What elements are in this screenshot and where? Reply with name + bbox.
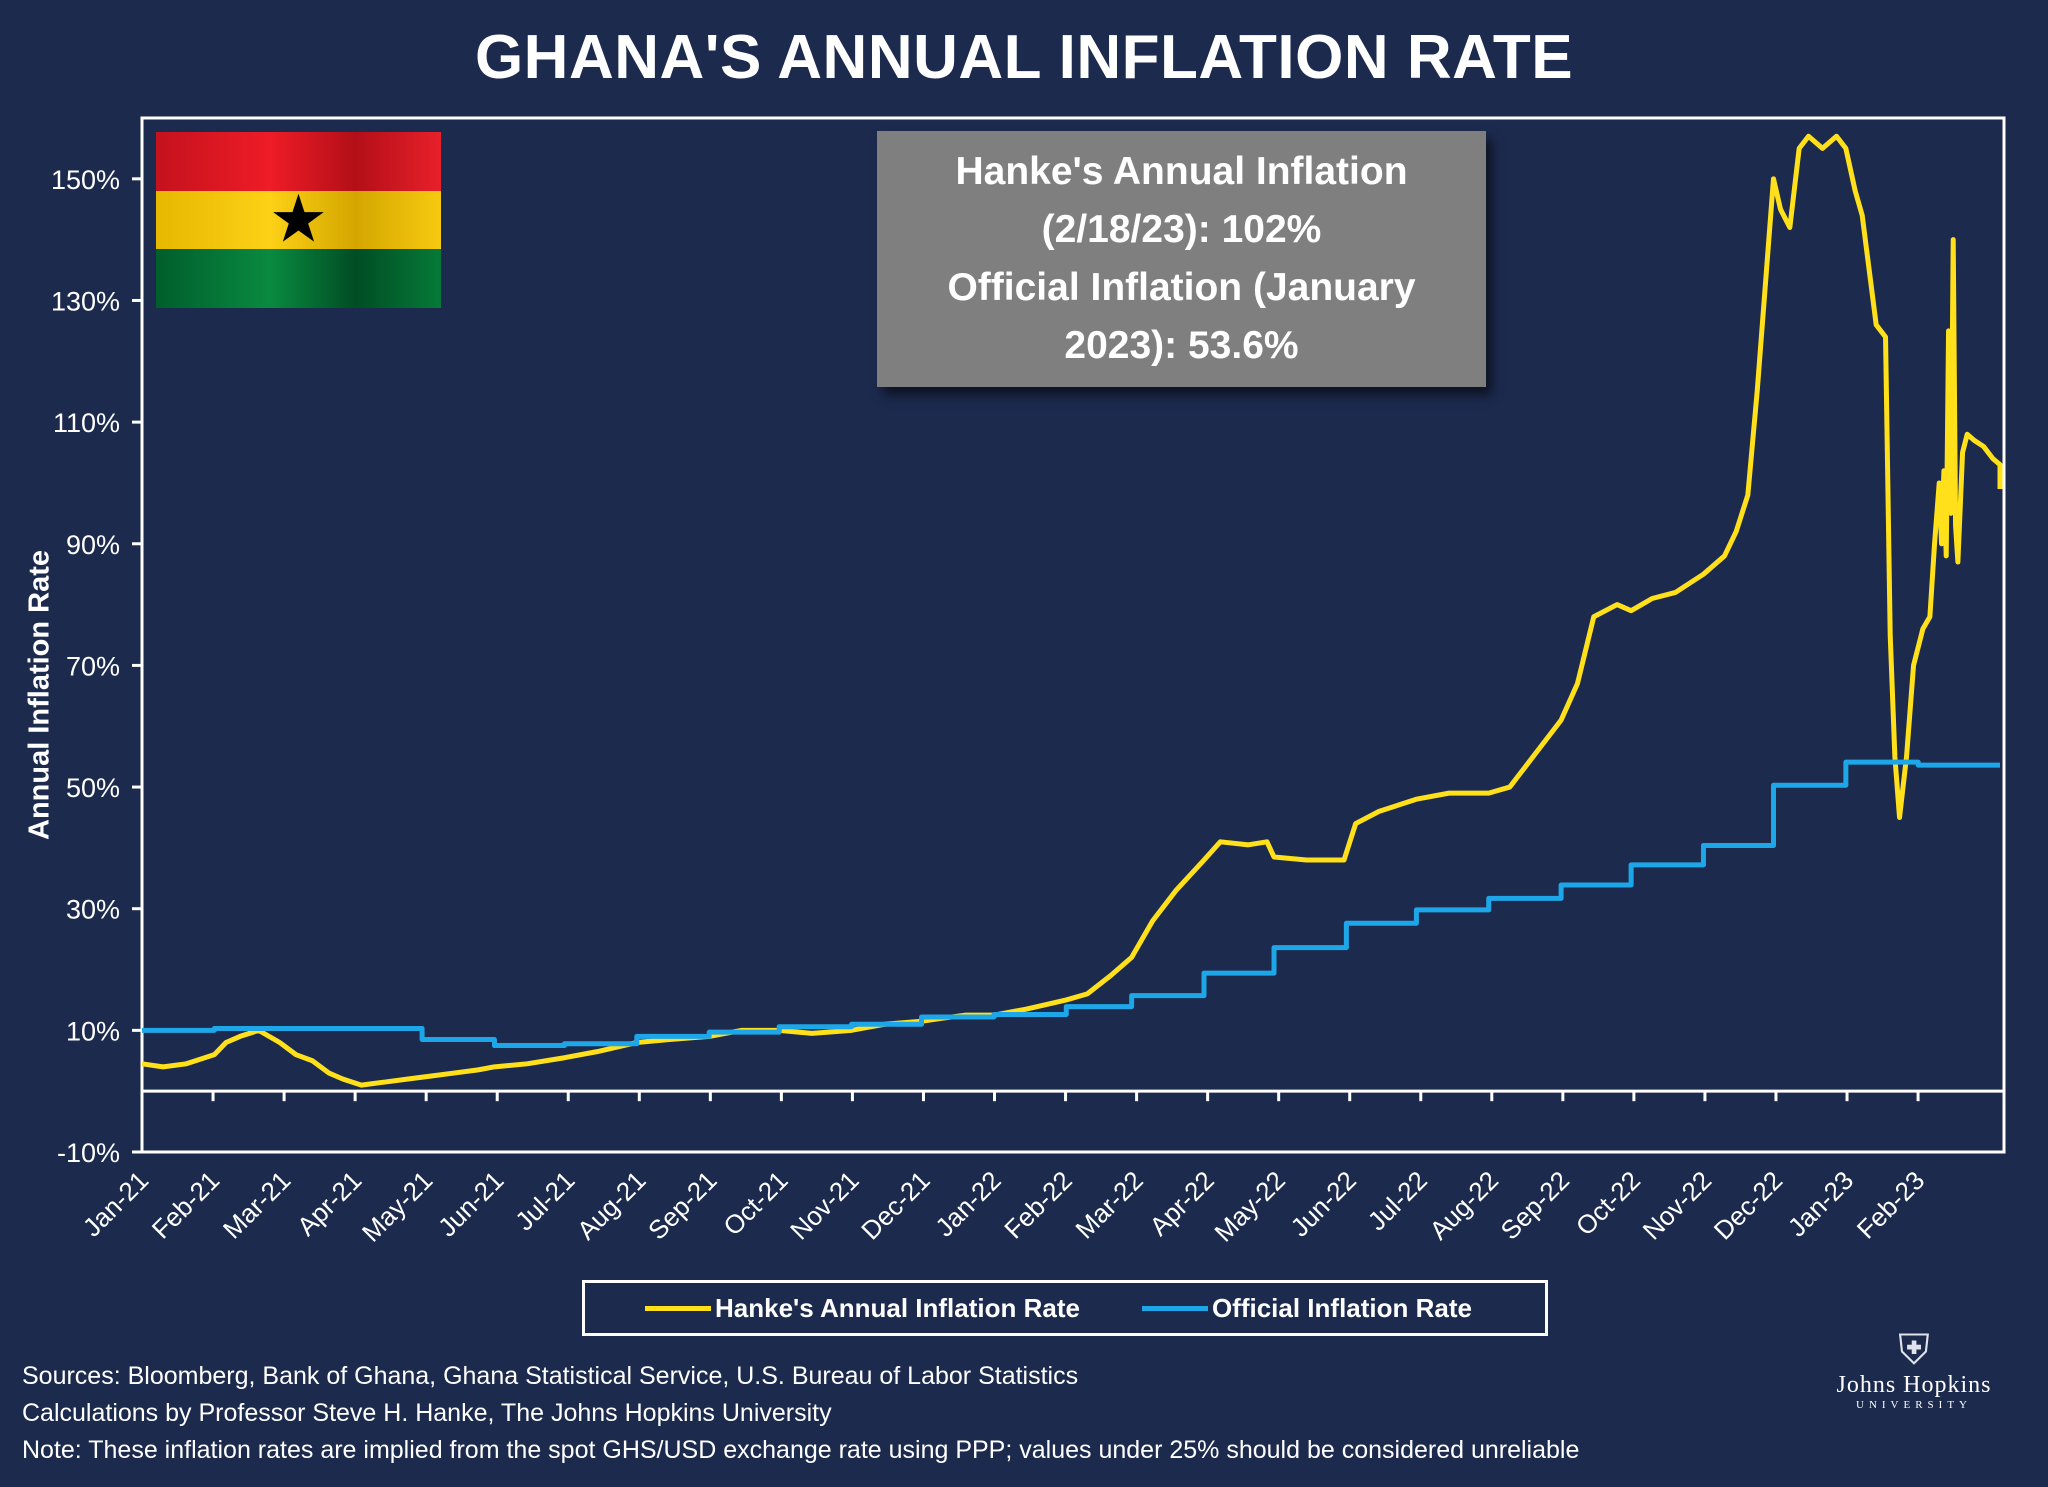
x-tick-label: Nov-21 [784,1165,864,1245]
x-tick-label: Jul-21 [509,1165,580,1236]
jhu-subtitle: UNIVERSITY [1856,1399,1972,1411]
legend-item-official: Official Inflation Rate [1141,1292,1472,1324]
y-tick-label: -10% [57,1138,120,1168]
note-line: Note: These inflation rates are implied … [22,1436,1580,1464]
chart-title: GHANA'S ANNUAL INFLATION RATE [474,23,1574,92]
x-tick-label: Feb-21 [146,1165,225,1244]
legend-item-hanke: Hanke's Annual Inflation Rate [645,1293,1080,1324]
y-tick-label: 70% [66,651,120,681]
series-line-official [142,759,2000,1049]
legend-label-official: Official Inflation Rate [1211,1292,1472,1323]
x-tick-label: Aug-22 [1424,1165,1504,1245]
legend: Hanke's Annual Inflation Rate Official I… [582,1280,1548,1336]
x-tick-label: Jun-21 [432,1165,509,1242]
y-tick-label: 110% [53,408,120,438]
y-tick-label: 30% [66,895,120,925]
legend-swatch-official [1141,1305,1208,1311]
annotation-box: Hanke's Annual Inflation (2/18/23): 102%… [877,131,1486,387]
annotation-line-3: Official Inflation (January [947,266,1416,309]
jhu-name: Johns Hopkins [1836,1372,1992,1398]
x-tick-label: Jan-21 [77,1165,154,1242]
y-tick-label: 130% [51,286,120,316]
jhu-logo: ⛨ Johns Hopkins UNIVERSITY [1814,1326,2014,1412]
series-layer [141,133,2003,1088]
x-tick-label: Feb-22 [998,1165,1077,1244]
y-tick-label: 10% [66,1016,120,1046]
y-tick-label: 150% [51,165,120,195]
x-tick-label: Mar-22 [1069,1165,1148,1244]
x-tick-label: Jul-22 [1362,1165,1433,1236]
x-tick-label: Dec-22 [1708,1165,1788,1245]
ghana-flag-icon: ★ [156,132,441,308]
y-tick-label: 50% [66,773,120,803]
annotation-line-2: (2/18/23): 102% [1041,208,1322,251]
plot-frame [140,116,2006,1154]
x-tick-label: Oct-21 [717,1165,793,1241]
x-tick-label: Apr-22 [1143,1165,1219,1241]
annotation-line-1: Hanke's Annual Inflation [955,150,1408,193]
annotation-line-4: 2023): 53.6% [1064,324,1299,367]
x-tick-label: May-21 [356,1165,439,1248]
x-tick-label: May-22 [1208,1165,1291,1248]
x-tick-label: Mar-21 [217,1165,296,1244]
y-tick-label: 90% [66,530,120,560]
x-tick-label: Jan-23 [1782,1165,1859,1242]
x-tick-label: Nov-22 [1637,1165,1717,1245]
x-tick-label: Aug-21 [571,1165,651,1245]
jhu-shield-icon: ⛨ [1898,1326,1930,1373]
x-tick-label: Jun-22 [1285,1165,1362,1242]
x-tick-label: Apr-21 [291,1165,367,1241]
sources-line: Sources: Bloomberg, Bank of Ghana, Ghana… [22,1362,1079,1390]
y-axis-label: Annual Inflation Rate [23,550,56,840]
legend-swatch-hanke [645,1305,711,1311]
y-axis-ticks: -10% 10% 30% 50% 70% 90% 110% 130% 150% [51,165,142,1168]
x-tick-label: Feb-23 [1851,1165,1930,1244]
x-tick-label: Jan-22 [929,1165,1006,1242]
calculations-line: Calculations by Professor Steve H. Hanke… [22,1399,832,1427]
black-star-icon: ★ [268,181,329,256]
series-line-hanke [141,133,2003,1088]
x-tick-label: Oct-22 [1570,1165,1646,1241]
x-tick-label: Dec-21 [855,1165,935,1245]
x-tick-label: Sep-21 [642,1165,722,1245]
footer-notes: Sources: Bloomberg, Bank of Ghana, Ghana… [22,1358,1579,1469]
legend-label-hanke: Hanke's Annual Inflation Rate [715,1292,1080,1323]
x-tick-label: Sep-22 [1495,1165,1575,1245]
